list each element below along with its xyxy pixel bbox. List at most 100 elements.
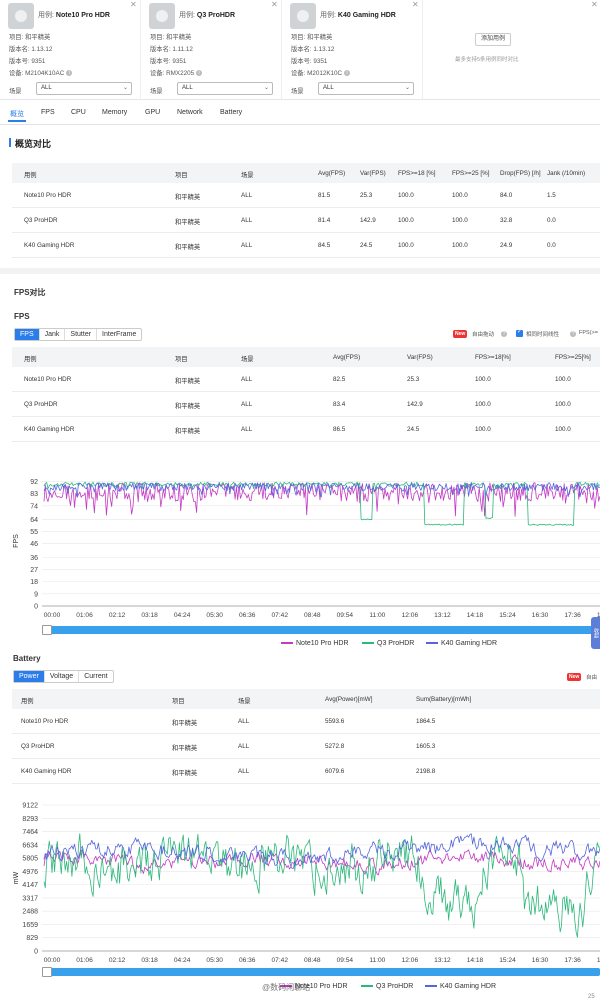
x-tick-label: 13:12 [434,612,451,619]
column-header[interactable]: 项目 [175,356,188,363]
fps-line-chart[interactable]: FPS 0 9 18 27 36 46 55 64 74 83 92 00:00 01:06 02:12 03… [0,462,600,657]
interframe-button[interactable]: InterFrame [102,331,137,338]
close-icon[interactable]: ✕ [412,0,419,9]
column-header[interactable]: 用例 [24,172,37,179]
column-header[interactable]: Jank (/10min) [547,170,586,177]
column-header[interactable]: 场景 [241,356,254,363]
scene-select[interactable]: ALL ⌄ [177,82,273,95]
column-header[interactable]: 用例 [24,356,37,363]
y-tick-label: 9 [34,591,38,598]
table-cell: 100.0 [398,217,414,224]
column-header[interactable]: FPS>=18[%] [475,354,511,361]
close-icon[interactable]: ✕ [130,0,137,9]
table-row[interactable]: Q3 ProHDR 和平精英 ALL 81.4 142.9 100.0 100.0 32.8 0… [12,208,600,233]
fps-legend: Note10 Pro HDR Q3 ProHDR K40 Gaming HDR [0,640,600,652]
tab-network[interactable]: Network [177,109,203,116]
column-header[interactable]: 场景 [238,698,251,705]
y-tick-label: 7464 [22,829,38,836]
column-header[interactable]: 场景 [241,172,254,179]
current-button[interactable]: Current [84,673,108,680]
column-header[interactable]: Sum(Battery)[mWh] [416,696,472,703]
close-icon[interactable]: ✕ [591,0,598,9]
relative-time-label: 相同时间线性 [526,332,560,338]
series-line[interactable] [43,833,600,938]
table-row[interactable]: Note10 Pro HDR 和平精英 ALL 82.5 25.3 100.0 100.0 [12,367,600,392]
info-icon[interactable]: i [196,70,203,77]
x-tick-label: 01:06 [76,612,93,619]
table-row[interactable]: Note10 Pro HDR 和平精英 ALL 5593.6 1864.5 [12,709,600,734]
power-button[interactable]: Power [14,671,45,682]
help-icon[interactable]: ? [501,331,507,337]
column-header[interactable]: Var(FPS) [407,354,433,361]
close-icon[interactable]: ✕ [271,0,278,9]
y-tick-label: 3317 [22,895,38,902]
power-timeline-scrollbar[interactable] [42,968,600,976]
case-vcode: 版本号: 9351 [291,58,328,65]
column-header[interactable]: 用例 [21,698,34,705]
series-line[interactable] [43,482,600,517]
legend-swatch [280,985,292,988]
table-cell: 81.4 [318,217,331,224]
column-header[interactable]: Drop(FPS) [/h] [500,170,541,177]
table-cell: 142.9 [360,217,376,224]
fps-scroll-handle[interactable] [42,625,52,635]
relative-time-checkbox[interactable] [516,328,523,337]
legend-item[interactable]: K40 Gaming HDR [425,983,496,990]
y-tick-label: 36 [30,555,38,562]
power-line-chart[interactable]: mW 0 829 1659 2488 3317 4147 4976 5805 6634 7464 82… [0,797,600,967]
column-header[interactable]: 项目 [172,698,185,705]
legend-item[interactable]: Note10 Pro HDR [281,640,349,647]
series-line[interactable] [43,482,600,498]
row-divider [12,733,600,734]
tab-memory[interactable]: Memory [102,109,128,116]
legend-label: Q3 ProHDR [376,983,414,990]
tab-fps[interactable]: FPS [41,109,55,116]
tab-cpu[interactable]: CPU [71,109,86,116]
table-row[interactable]: K40 Gaming HDR 和平精英 ALL 86.5 24.5 100.0 100.0 [12,417,600,442]
column-header[interactable]: Avg(FPS) [333,354,361,361]
table-row[interactable]: Q3 ProHDR 和平精英 ALL 83.4 142.9 100.0 100.0 [12,392,600,417]
column-header[interactable]: Avg(Power)[mW] [325,696,373,703]
table-cell: 和平精英 [172,745,198,752]
column-header[interactable]: FPS>=25[%] [555,354,591,361]
y-tick-label: 55 [30,529,38,536]
table-row[interactable]: K40 Gaming HDR 和平精英 ALL 84.5 24.5 100.0 100.0 2… [12,233,600,258]
fps-timeline-scrollbar[interactable] [42,626,600,634]
column-header[interactable]: FPS>=25 [%] [452,170,490,177]
table-cell: 81.5 [318,192,331,199]
legend-item[interactable]: Q3 ProHDR [362,640,414,647]
tab-overview[interactable]: 概览 [8,111,26,122]
table-row[interactable]: K40 Gaming HDR 和平精英 ALL 6079.6 2198.8 [12,759,600,784]
fps-button[interactable]: FPS [15,329,40,340]
series-line[interactable] [43,833,600,869]
tab-gpu[interactable]: GPU [145,109,161,116]
column-header[interactable]: Var(FPS) [360,170,386,177]
power-scroll-handle[interactable] [42,967,52,977]
add-case-button[interactable]: 添加用例 [475,33,511,46]
y-tick-label: 74 [30,503,38,510]
scene-select[interactable]: ALL ⌄ [318,82,414,95]
series-line[interactable] [43,481,600,526]
legend-item[interactable]: Note10 Pro HDR [280,983,348,990]
column-header[interactable]: 项目 [175,172,188,179]
info-icon[interactable]: i [66,70,73,77]
table-row[interactable]: Note10 Pro HDR 和平精英 ALL 81.5 25.3 100.0 100.0 8… [12,183,600,208]
table-cell: Q3 ProHDR [21,743,55,750]
jank-button[interactable]: Jank [40,329,66,340]
collapse-side-button[interactable]: 收起 [591,617,600,649]
legend-item[interactable]: K40 Gaming HDR [426,640,497,647]
tab-battery[interactable]: Battery [220,109,243,116]
legend-item[interactable]: Q3 ProHDR [361,983,413,990]
table-row[interactable]: Q3 ProHDR 和平精英 ALL 5272.8 1605.3 [12,734,600,759]
stutter-button[interactable]: Stutter [65,329,98,340]
help-icon[interactable]: ? [570,331,576,337]
scene-select[interactable]: ALL ⌄ [36,82,132,95]
table-cell: 1.5 [547,192,556,199]
column-header[interactable]: Avg(FPS) [318,170,346,177]
table-cell: 83.4 [333,401,346,408]
voltage-button[interactable]: Voltage [45,671,80,682]
fps-subtitle: FPS [14,312,30,321]
info-icon[interactable]: i [344,70,351,77]
table-cell: 和平精英 [172,770,198,777]
column-header[interactable]: FPS>=18 [%] [398,170,436,177]
